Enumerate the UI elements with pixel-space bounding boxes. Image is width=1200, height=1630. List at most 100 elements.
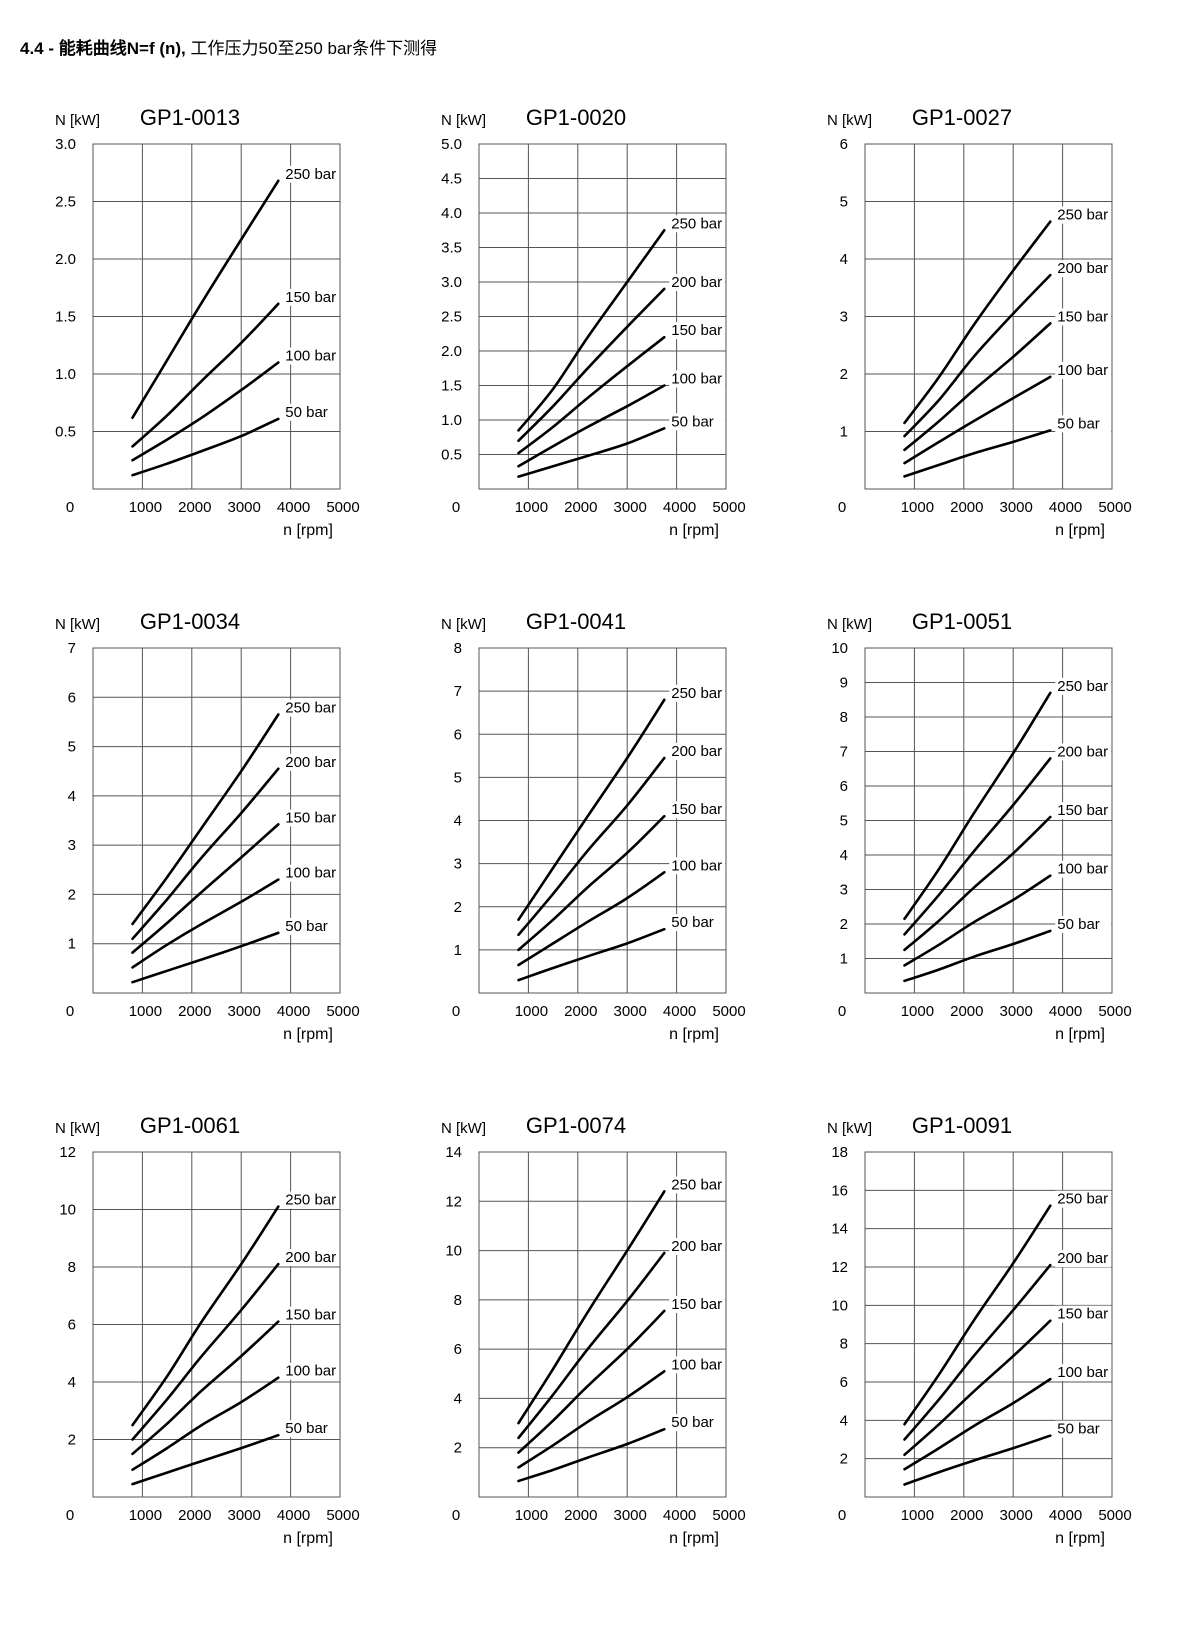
series-label-150-bar: 150 bar: [1057, 1306, 1108, 1323]
y-tick-label: 8: [454, 1292, 462, 1309]
chart-svg-6: GP1-0061 N [kW] 2 4 6 8 10 12 0 1000 2000 3000 4000 5…: [55, 1113, 360, 1547]
series-label-bg: [283, 165, 340, 183]
series-label-bg: [669, 1238, 726, 1256]
x-tick-label: 0: [838, 1507, 846, 1524]
y-axis-label: N [kW]: [55, 112, 100, 129]
series-label-bg: [1055, 915, 1112, 933]
series-label-bg: [283, 403, 340, 421]
x-tick-label: 0: [66, 499, 74, 516]
series-label-bg: [1055, 260, 1112, 278]
series-label-bg: [283, 1249, 340, 1267]
series-line-150-bar: [517, 335, 666, 455]
y-tick-label: 2.0: [55, 251, 76, 268]
x-tick-label: 4000: [1049, 1507, 1082, 1524]
y-tick-label: 1.0: [441, 412, 462, 429]
series-label-100-bar: 100 bar: [671, 1356, 722, 1373]
series-label-50-bar: 50 bar: [671, 413, 714, 430]
x-tick-label: 2000: [178, 499, 211, 516]
series-label-200-bar: 200 bar: [671, 743, 722, 760]
x-tick-label: 4000: [663, 499, 696, 516]
chart-svg-2: GP1-0027 N [kW] 1 2 3 4 5 6 0 1000 2000 3000 4000 500…: [827, 105, 1132, 539]
series-line-150-bar: [131, 1320, 280, 1456]
chart-title: GP1-0074: [526, 1113, 626, 1138]
y-tick-label: 6: [68, 689, 76, 706]
y-tick-label: 1.5: [441, 378, 462, 395]
chart-panel-1: GP1-0020 N [kW] 0.5 1.0 1.5 2.0 2.5 3.0 3.5 4.0 4.…: [426, 92, 766, 562]
x-tick-label: 2000: [950, 499, 983, 516]
x-tick-label: 5000: [712, 499, 745, 516]
series-line-100-bar: [131, 1376, 280, 1471]
y-tick-label: 7: [68, 640, 76, 657]
x-tick-label: 3000: [1000, 499, 1033, 516]
series-label-150-bar: 150 bar: [285, 1307, 336, 1324]
x-axis-label: n [rpm]: [283, 1026, 333, 1043]
series-line-150-bar: [517, 1309, 666, 1454]
series-label-100-bar: 100 bar: [285, 865, 336, 882]
chart-title: GP1-0061: [140, 1113, 240, 1138]
series-label-bg: [283, 1420, 340, 1438]
y-tick-label: 1.0: [55, 366, 76, 383]
series-label-50-bar: 50 bar: [285, 918, 328, 935]
series-label-bg: [1055, 361, 1112, 379]
x-tick-label: 0: [66, 1003, 74, 1020]
y-tick-label: 4.5: [441, 171, 462, 188]
plot-frame: [92, 647, 341, 994]
y-tick-label: 12: [445, 1193, 462, 1210]
y-tick-label: 4: [68, 788, 76, 805]
chart-panel-7: GP1-0074 N [kW] 2 4 6 8 10 12 14 0 1000 2000 3000 400…: [426, 1100, 766, 1570]
series-label-bg: [669, 801, 726, 819]
x-tick-label: 0: [66, 1507, 74, 1524]
x-tick-label: 5000: [1098, 1003, 1131, 1020]
y-tick-label: 3.0: [55, 136, 76, 153]
series-label-bg: [1055, 1250, 1112, 1268]
series-label-bg: [283, 917, 340, 935]
series-line-200-bar: [903, 273, 1052, 438]
chart-svg-8: GP1-0091 N [kW] 2 4 6 8 10 12 14 16 18 0 1000 2000 300…: [827, 1113, 1132, 1547]
series-line-50-bar: [131, 931, 280, 984]
x-tick-label: 1000: [515, 499, 548, 516]
series-label-bg: [1055, 1305, 1112, 1323]
series-label-bg: [283, 753, 340, 771]
series-line-50-bar: [903, 1434, 1052, 1486]
series-label-bg: [283, 347, 340, 365]
y-tick-label: 5: [68, 739, 76, 756]
x-tick-label: 2000: [178, 1003, 211, 1020]
chart-title: GP1-0013: [140, 105, 240, 130]
y-tick-label: 6: [840, 136, 848, 153]
series-label-50-bar: 50 bar: [285, 1420, 328, 1437]
x-tick-label: 2000: [178, 1507, 211, 1524]
x-tick-label: 2000: [564, 499, 597, 516]
chart-svg-4: GP1-0041 N [kW] 1 2 3 4 5 6 7 8 0 1000 2000 3000 4000 5…: [441, 609, 746, 1043]
x-tick-label: 4000: [277, 499, 310, 516]
x-tick-label: 5000: [326, 1003, 359, 1020]
x-tick-label: 3000: [1000, 1507, 1033, 1524]
y-tick-label: 1: [840, 424, 848, 441]
series-line-200-bar: [903, 757, 1052, 936]
series-label-bg: [669, 322, 726, 340]
y-tick-label: 5: [840, 194, 848, 211]
series-label-bg: [1055, 860, 1112, 878]
series-line-250-bar: [903, 1204, 1052, 1426]
chart-title: GP1-0020: [526, 105, 626, 130]
plot-frame: [864, 1151, 1113, 1498]
series-label-50-bar: 50 bar: [1057, 916, 1100, 933]
y-tick-label: 6: [454, 726, 462, 743]
x-tick-label: 3000: [228, 499, 261, 516]
series-line-100-bar: [517, 871, 666, 967]
x-tick-label: 4000: [663, 1507, 696, 1524]
chart-svg-5: GP1-0051 N [kW] 1 2 3 4 5 6 7 8 9 10 0 1000 2000 3000 40…: [827, 609, 1132, 1043]
plot-frame: [864, 143, 1113, 490]
x-tick-label: 0: [452, 1507, 460, 1524]
x-tick-label: 3000: [614, 1507, 647, 1524]
series-label-100-bar: 100 bar: [1057, 1364, 1108, 1381]
series-line-250-bar: [131, 179, 280, 419]
y-axis-label: N [kW]: [441, 1120, 486, 1137]
series-line-50-bar: [131, 417, 280, 477]
y-axis-label: N [kW]: [441, 616, 486, 633]
section-heading-text: 工作压力50至250 bar条件下测得: [190, 39, 438, 58]
y-tick-label: 8: [68, 1259, 76, 1276]
series-label-bg: [283, 699, 340, 717]
series-line-250-bar: [517, 1190, 666, 1425]
chart-title: GP1-0091: [912, 1113, 1012, 1138]
x-tick-label: 4000: [1049, 499, 1082, 516]
